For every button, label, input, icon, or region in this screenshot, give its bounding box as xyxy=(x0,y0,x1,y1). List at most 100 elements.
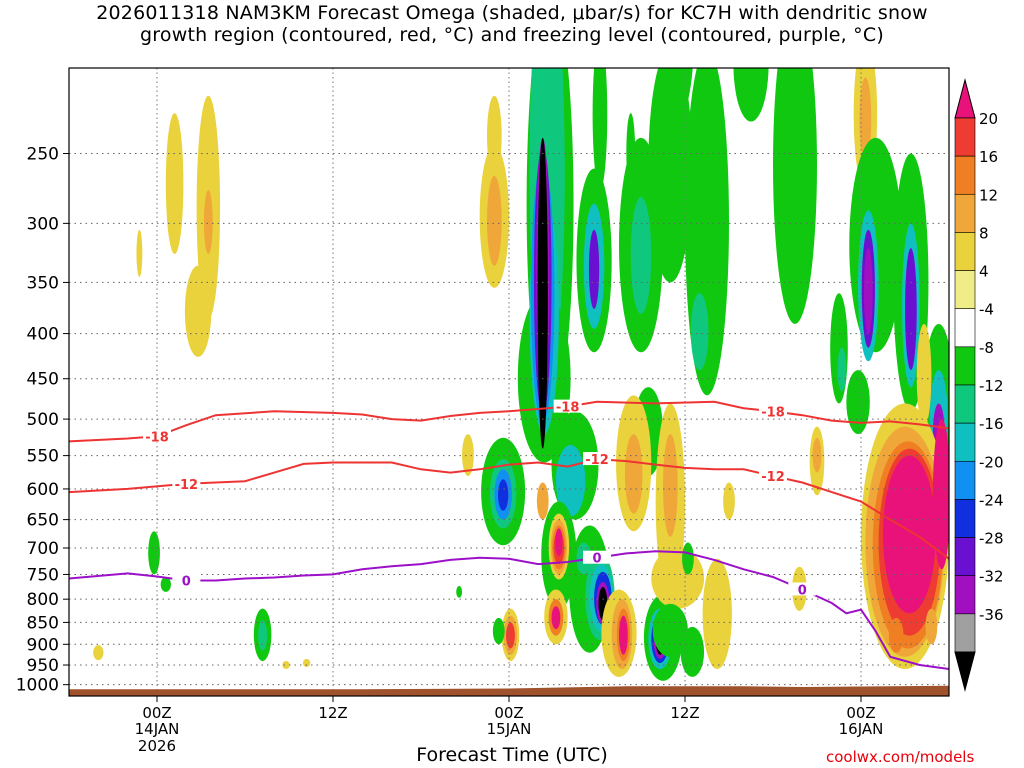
x-tick-date: 15JAN xyxy=(487,720,532,738)
contour-label--12: -12 xyxy=(761,470,785,485)
x-tick-date: 14JAN xyxy=(135,720,180,738)
colorbar-segment xyxy=(954,155,976,195)
omega-cell-neg4 xyxy=(626,113,636,191)
omega-cell-pos8 xyxy=(663,434,678,537)
y-axis-ticks: 2503003504004505005506006507007508008509… xyxy=(16,144,69,696)
colorbar-label: -8 xyxy=(979,339,994,357)
contour-line--12 xyxy=(69,458,949,560)
colorbar-label: 4 xyxy=(979,263,989,281)
y-tick-label: 300 xyxy=(27,214,59,234)
contour-label-bg xyxy=(583,550,611,564)
omega-cell-pos20 xyxy=(619,615,628,655)
colorbar-segment xyxy=(954,193,976,233)
omega-cell-neg4 xyxy=(830,293,848,404)
grid-lines xyxy=(69,68,949,696)
contour-label-bg xyxy=(759,404,787,418)
contour-label-bg xyxy=(788,582,817,596)
omega-cell-neg8 xyxy=(258,620,267,651)
contour-label--18: -18 xyxy=(556,401,580,416)
x-axis-label: Forecast Time (UTC) xyxy=(416,744,608,766)
omega-cell-pos4 xyxy=(165,113,184,255)
omega-cell-neg28 xyxy=(863,248,873,334)
omega-cell-neg4 xyxy=(846,370,870,435)
site-credit[interactable]: coolwx.com/models xyxy=(826,748,975,766)
contour-label-0: 0 xyxy=(798,583,807,598)
omega-cell-pos8 xyxy=(487,175,502,266)
colorbar-label: -36 xyxy=(979,606,1004,624)
y-tick-label: 700 xyxy=(27,539,59,559)
omega-cell-pos8 xyxy=(624,434,643,514)
omega-cell-pos4 xyxy=(487,95,502,176)
omega-cell-pos8 xyxy=(203,190,213,255)
omega-cell-pos20 xyxy=(883,455,936,614)
omega-cell-pos4 xyxy=(136,229,143,277)
colorbar-label: -24 xyxy=(979,491,1004,509)
omega-cell-neg4 xyxy=(148,531,160,575)
omega-cell-neg4 xyxy=(492,617,505,645)
y-tick-label: 850 xyxy=(27,613,59,633)
omega-cell-pos8 xyxy=(859,77,872,162)
omega-cell-pos4 xyxy=(723,482,735,520)
omega-cell-neg4 xyxy=(456,586,463,598)
colorbar-segment xyxy=(954,575,976,615)
omega-cell-neg4 xyxy=(592,68,608,190)
colorbar-label: -32 xyxy=(979,568,1004,586)
omega-cell-neg24 xyxy=(905,248,917,371)
y-tick-label: 900 xyxy=(27,635,59,655)
omega-cell-pos4 xyxy=(916,323,932,427)
omega-cell-neg4 xyxy=(652,603,688,657)
x-tick-year: 2026 xyxy=(138,737,176,755)
omega-cell-neg8 xyxy=(690,293,709,371)
contour-label-bg xyxy=(172,573,201,587)
temperature-contours: -18 -18 -18 -12 -12 -12 0 0 0 xyxy=(69,399,949,670)
omega-cell-pos4 xyxy=(93,645,104,661)
colorbar-segment xyxy=(954,308,976,348)
y-tick-label: 550 xyxy=(27,447,59,467)
x-tick-date: 16JAN xyxy=(839,720,884,738)
omega-cell-pos12 xyxy=(888,617,904,653)
omega-cell-pos8 xyxy=(536,482,549,520)
y-tick-label: 600 xyxy=(27,480,59,500)
colorbar-segment xyxy=(954,346,976,386)
contour-label--18: -18 xyxy=(145,430,169,445)
colorbar-label: -4 xyxy=(979,301,994,319)
omega-cell-pos4 xyxy=(302,658,311,668)
colorbar-segment xyxy=(954,499,976,538)
contour-label--12: -12 xyxy=(585,453,609,468)
colorbar-label: -16 xyxy=(979,415,1004,433)
x-tick-label: 00Z xyxy=(142,704,171,722)
omega-cell-pos20 xyxy=(551,606,561,630)
colorbar-segment xyxy=(954,117,976,157)
colorbar-label: -12 xyxy=(979,377,1004,395)
colorbar-legend: 20 16 12 8 4 -4 -8 -12 -16 -20 -24 -28 -32 -36 xyxy=(954,78,1004,692)
omega-cell-pos4 xyxy=(282,660,290,670)
colorbar-label: -20 xyxy=(979,453,1004,471)
omega-cell-pos16 xyxy=(506,622,515,649)
colorbar-label: -28 xyxy=(979,530,1004,548)
colorbar-segment xyxy=(954,270,976,310)
colorbar-segment xyxy=(954,422,976,462)
y-tick-label: 250 xyxy=(27,144,59,164)
colorbar-segment xyxy=(954,460,976,500)
omega-cell-neg8 xyxy=(837,347,847,392)
contour-line--18 xyxy=(69,400,949,443)
ground-surface xyxy=(69,685,949,696)
y-tick-label: 350 xyxy=(27,273,59,293)
contour-label-0: 0 xyxy=(182,575,191,590)
x-tick-label: 00Z xyxy=(494,704,523,722)
omega-cell-pos4 xyxy=(462,434,474,476)
omega-cell-pos4 xyxy=(702,558,732,670)
omega-cell-neg4 xyxy=(733,68,769,122)
omega-cell-neg24 xyxy=(588,229,600,309)
omega-cell-neg4 xyxy=(659,68,693,122)
omega-cell-neg4 xyxy=(682,542,694,575)
omega-cell-neg4 xyxy=(648,68,693,283)
contour-label-bg xyxy=(172,476,201,490)
y-tick-label: 950 xyxy=(27,656,59,676)
y-tick-label: 400 xyxy=(27,325,59,345)
y-tick-label: 1000 xyxy=(16,676,59,696)
colorbar-segment xyxy=(954,613,976,653)
omega-cell-pos20 xyxy=(932,419,949,570)
omega-cell-neg12 xyxy=(555,445,586,517)
